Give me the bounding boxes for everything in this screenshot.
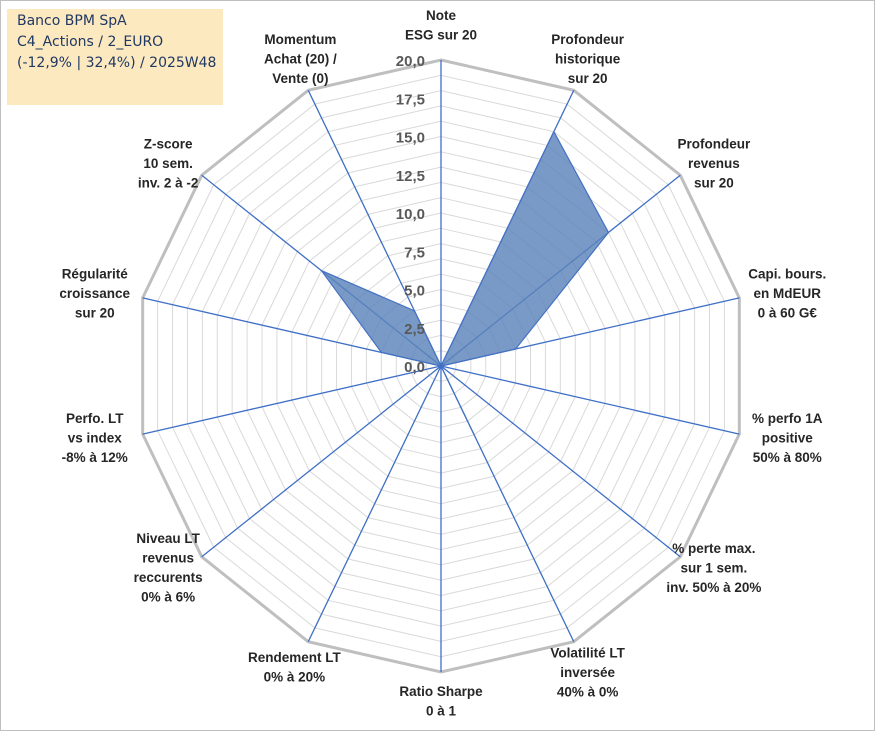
chart-title-box: Banco BPM SpA C4_Actions / 2_EURO (-12,9… bbox=[7, 9, 223, 105]
axis-spoke-9 bbox=[201, 365, 442, 558]
axis-label-line: % perte max. bbox=[672, 541, 755, 556]
axis-label-4: % perfo 1A positive 50% à 80% bbox=[752, 411, 823, 465]
axis-label-line: 0% à 20% bbox=[264, 670, 326, 685]
axis-label-line: 0 à 1 bbox=[426, 704, 457, 719]
axis-label-line: Capi. bours. bbox=[748, 267, 826, 282]
axis-label-8: Rendement LT 0% à 20% bbox=[248, 650, 342, 685]
axis-label-6: Volatilité LT inversée 40% à 0% bbox=[550, 645, 625, 699]
axis-label-line: Profondeur bbox=[677, 137, 750, 152]
axis-label-line: revenus bbox=[688, 156, 740, 171]
axis-label-line: sur 1 sem. bbox=[680, 560, 747, 575]
axis-label-line: reccurents bbox=[134, 570, 203, 585]
axis-label-line: inv. 2 à -2 bbox=[138, 176, 199, 191]
axis-label-line: 40% à 0% bbox=[557, 684, 619, 699]
axis-label-line: ESG sur 20 bbox=[405, 28, 477, 43]
axis-label-line: inversée bbox=[560, 665, 615, 680]
axis-label-line: Rendement LT bbox=[248, 650, 342, 665]
axis-label-line: Perfo. LT bbox=[66, 411, 124, 426]
axis-label-line: Note bbox=[426, 8, 456, 23]
radial-tick-label: 5,0 bbox=[404, 283, 425, 300]
radial-tick-label: 0,0 bbox=[404, 359, 425, 376]
radial-tick-label: 15,0 bbox=[396, 130, 425, 147]
axis-label-10: Perfo. LT vs index -8% à 12% bbox=[62, 411, 128, 465]
axis-label-line: 0 à 60 G€ bbox=[758, 306, 818, 321]
axis-label-3: Capi. bours. en MdEUR 0 à 60 G€ bbox=[748, 267, 826, 321]
radial-tick-label: 12,5 bbox=[396, 168, 425, 185]
radial-tick-label: 17,5 bbox=[396, 91, 425, 108]
radial-tick-label: 20,0 bbox=[396, 53, 425, 70]
axis-label-line: Momentum bbox=[264, 32, 336, 47]
axis-label-line: sur 20 bbox=[75, 306, 115, 321]
title-line-range-week: (-12,9% | 32,4%) / 2025W48 bbox=[17, 55, 217, 71]
axis-label-11: Régularité croissance sur 20 bbox=[59, 267, 130, 321]
radial-tick-label: 2,5 bbox=[404, 321, 425, 338]
radial-tick-label: 10,0 bbox=[396, 206, 425, 223]
axis-label-line: sur 20 bbox=[568, 71, 608, 86]
axis-label-line: 50% à 80% bbox=[753, 450, 822, 465]
title-line-company: Banco BPM SpA bbox=[17, 13, 127, 29]
axis-label-line: positive bbox=[762, 430, 814, 445]
axis-label-line: vs index bbox=[68, 430, 123, 445]
axis-label-line: croissance bbox=[59, 286, 130, 301]
axis-label-line: Ratio Sharpe bbox=[399, 684, 483, 699]
axis-label-line: historique bbox=[555, 52, 621, 67]
axis-label-line: Z-score bbox=[144, 137, 193, 152]
title-line-category: C4_Actions / 2_EURO bbox=[17, 34, 164, 50]
axis-label-line: Régularité bbox=[62, 267, 129, 282]
axis-spoke-8 bbox=[307, 365, 442, 642]
axis-label-line: Profondeur bbox=[551, 32, 624, 47]
axis-label-12: Z-score 10 sem. inv. 2 à -2 bbox=[138, 137, 199, 191]
axis-label-line: % perfo 1A bbox=[752, 411, 823, 426]
axis-label-line: en MdEUR bbox=[754, 286, 822, 301]
axis-label-line: Niveau LT bbox=[136, 531, 200, 546]
radial-tick-label: 7,5 bbox=[404, 244, 425, 261]
axis-label-2: Profondeur revenus sur 20 bbox=[677, 137, 750, 191]
axis-label-1: Profondeur historique sur 20 bbox=[551, 32, 624, 86]
axis-label-line: Vente (0) bbox=[272, 71, 328, 86]
axis-spoke-10 bbox=[142, 365, 442, 435]
axis-label-9: Niveau LT revenus reccurents 0% à 6% bbox=[134, 531, 203, 605]
axis-spoke-5 bbox=[440, 365, 681, 558]
axis-label-line: revenus bbox=[142, 551, 194, 566]
axis-label-line: -8% à 12% bbox=[62, 450, 128, 465]
axis-label-line: Achat (20) / bbox=[264, 52, 337, 67]
axis-label-line: 10 sem. bbox=[143, 156, 193, 171]
axis-label-line: sur 20 bbox=[694, 176, 734, 191]
axis-label-line: Volatilité LT bbox=[550, 645, 625, 660]
axis-spoke-4 bbox=[440, 365, 740, 435]
axis-label-line: inv. 50% à 20% bbox=[666, 580, 761, 595]
data-area bbox=[319, 130, 610, 436]
axis-label-line: 0% à 6% bbox=[141, 590, 195, 605]
axis-label-0: Note ESG sur 20 bbox=[405, 8, 477, 43]
axis-label-5: % perte max. sur 1 sem. inv. 50% à 20% bbox=[666, 541, 761, 595]
axis-label-13: Momentum Achat (20) / Vente (0) bbox=[264, 32, 337, 86]
axis-label-7: Ratio Sharpe 0 à 1 bbox=[399, 684, 483, 719]
